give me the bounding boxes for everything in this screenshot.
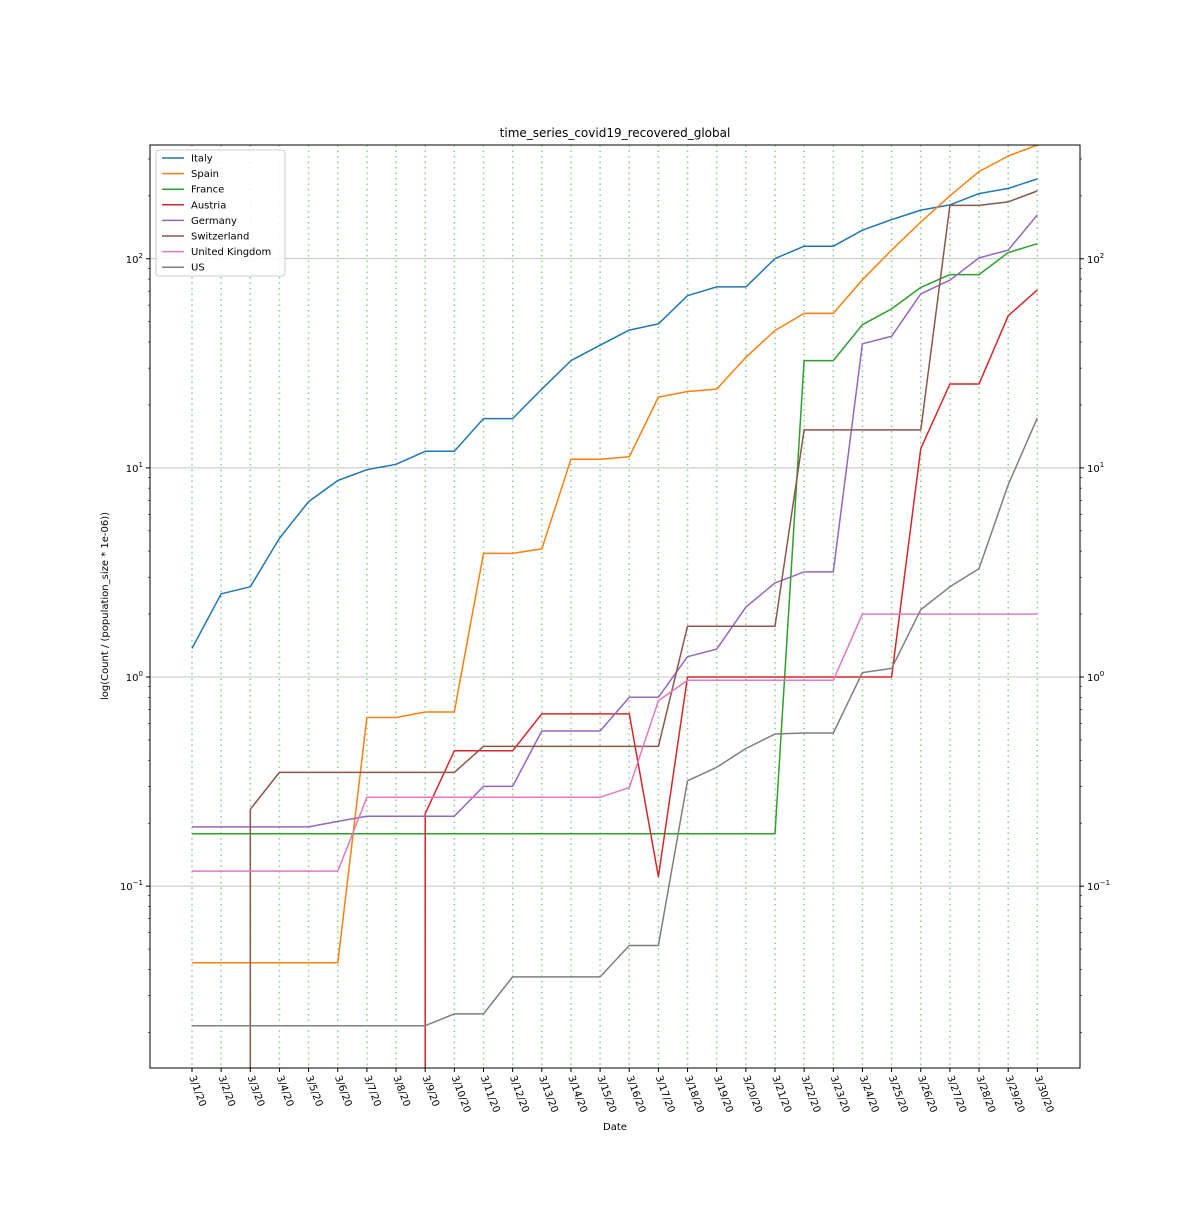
x-axis-label: Date xyxy=(603,1122,627,1133)
legend: Italy Spain France Austria Germany Switzerlan… xyxy=(155,149,286,277)
series-line-united-kingdom xyxy=(192,613,1038,872)
legend-label: Germany xyxy=(191,216,237,227)
legend-label: France xyxy=(191,185,224,196)
y-tick-label-left: 101 xyxy=(126,461,143,475)
series-line-austria xyxy=(424,289,1038,1068)
plot-frame xyxy=(149,144,1081,1069)
legend-box xyxy=(155,149,286,277)
tick-exponent: 2 xyxy=(1100,252,1104,260)
y-tick-label-right: 101 xyxy=(1087,461,1104,475)
grid xyxy=(150,145,1080,1068)
tick-exponent: 0 xyxy=(1100,670,1104,678)
tick-mantissa: 10 xyxy=(1087,673,1100,684)
series-lines xyxy=(191,145,1038,1068)
tick-exponent: 1 xyxy=(139,461,143,469)
tick-mantissa: 10 xyxy=(126,673,139,684)
series-line-switzerland xyxy=(249,190,1038,1068)
series-line-spain xyxy=(192,145,1038,964)
y-tick-label-right: 100 xyxy=(1087,670,1104,684)
tick-mantissa: 10 xyxy=(126,255,139,266)
legend-label: Austria xyxy=(191,200,226,211)
tick-mantissa: 10 xyxy=(1087,882,1100,893)
tick-mantissa: 10 xyxy=(1087,464,1100,475)
legend-label: United Kingdom xyxy=(191,247,271,258)
tick-mantissa: 10 xyxy=(120,882,133,893)
tick-exponent: −1 xyxy=(1100,879,1110,887)
legend-label: US xyxy=(191,263,205,274)
tick-exponent: 2 xyxy=(139,252,143,260)
legend-label: Spain xyxy=(191,169,219,180)
tick-mantissa: 10 xyxy=(126,464,139,475)
tick-exponent: −1 xyxy=(133,879,143,887)
y-tick-label-right: 10−1 xyxy=(1087,879,1110,893)
legend-label: Switzerland xyxy=(191,232,249,243)
y-tick-label-left: 102 xyxy=(126,252,143,266)
series-line-us xyxy=(192,417,1038,1027)
y-tick-label-right: 102 xyxy=(1087,252,1104,266)
chart-title: time_series_covid19_recovered_global xyxy=(500,126,731,140)
y-axis-label: log(Count / (population_size * 1e-06)) xyxy=(100,512,111,700)
tick-exponent: 1 xyxy=(1100,461,1104,469)
series-line-france xyxy=(192,242,1038,835)
series-line-germany xyxy=(192,214,1038,828)
legend-label: Italy xyxy=(191,154,213,165)
series-line-italy xyxy=(191,178,1038,649)
y-tick-label-left: 10−1 xyxy=(120,879,143,893)
y-tick-label-left: 100 xyxy=(126,670,143,684)
tick-exponent: 0 xyxy=(139,670,143,678)
tick-mantissa: 10 xyxy=(1087,255,1100,266)
